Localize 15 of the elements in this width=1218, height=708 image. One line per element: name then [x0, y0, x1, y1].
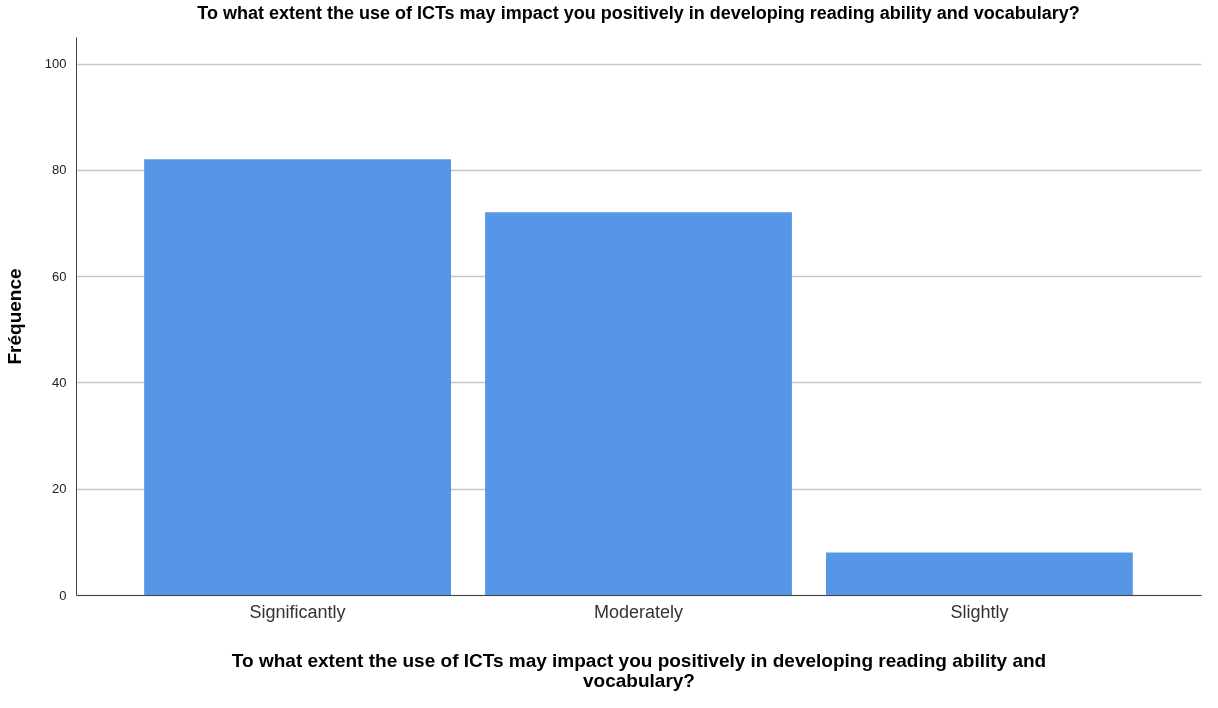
x-tick-label: Slightly — [950, 601, 1009, 622]
y-tick-label: 0 — [59, 587, 67, 603]
y-tick-label: 60 — [52, 268, 67, 284]
x-tick-label: Significantly — [249, 601, 346, 622]
y-tick-label: 100 — [44, 56, 67, 72]
y-tick-label: 40 — [52, 374, 67, 390]
bar — [144, 159, 451, 595]
x-axis-title: To what extent the use of ICTs may impact you positively in developing reading ability and vocabulary? — [231, 649, 1047, 691]
x-tick-label: Moderately — [593, 601, 684, 622]
bar — [826, 552, 1133, 595]
chart-title: To what extent the use of ICTs may impact you positively in developing reading ability and vocabulary? — [197, 3, 1080, 23]
y-tick-label: 80 — [52, 162, 67, 178]
bar — [485, 212, 792, 595]
y-axis-title: Fréquence — [3, 268, 25, 365]
y-tick-label: 20 — [52, 481, 67, 497]
